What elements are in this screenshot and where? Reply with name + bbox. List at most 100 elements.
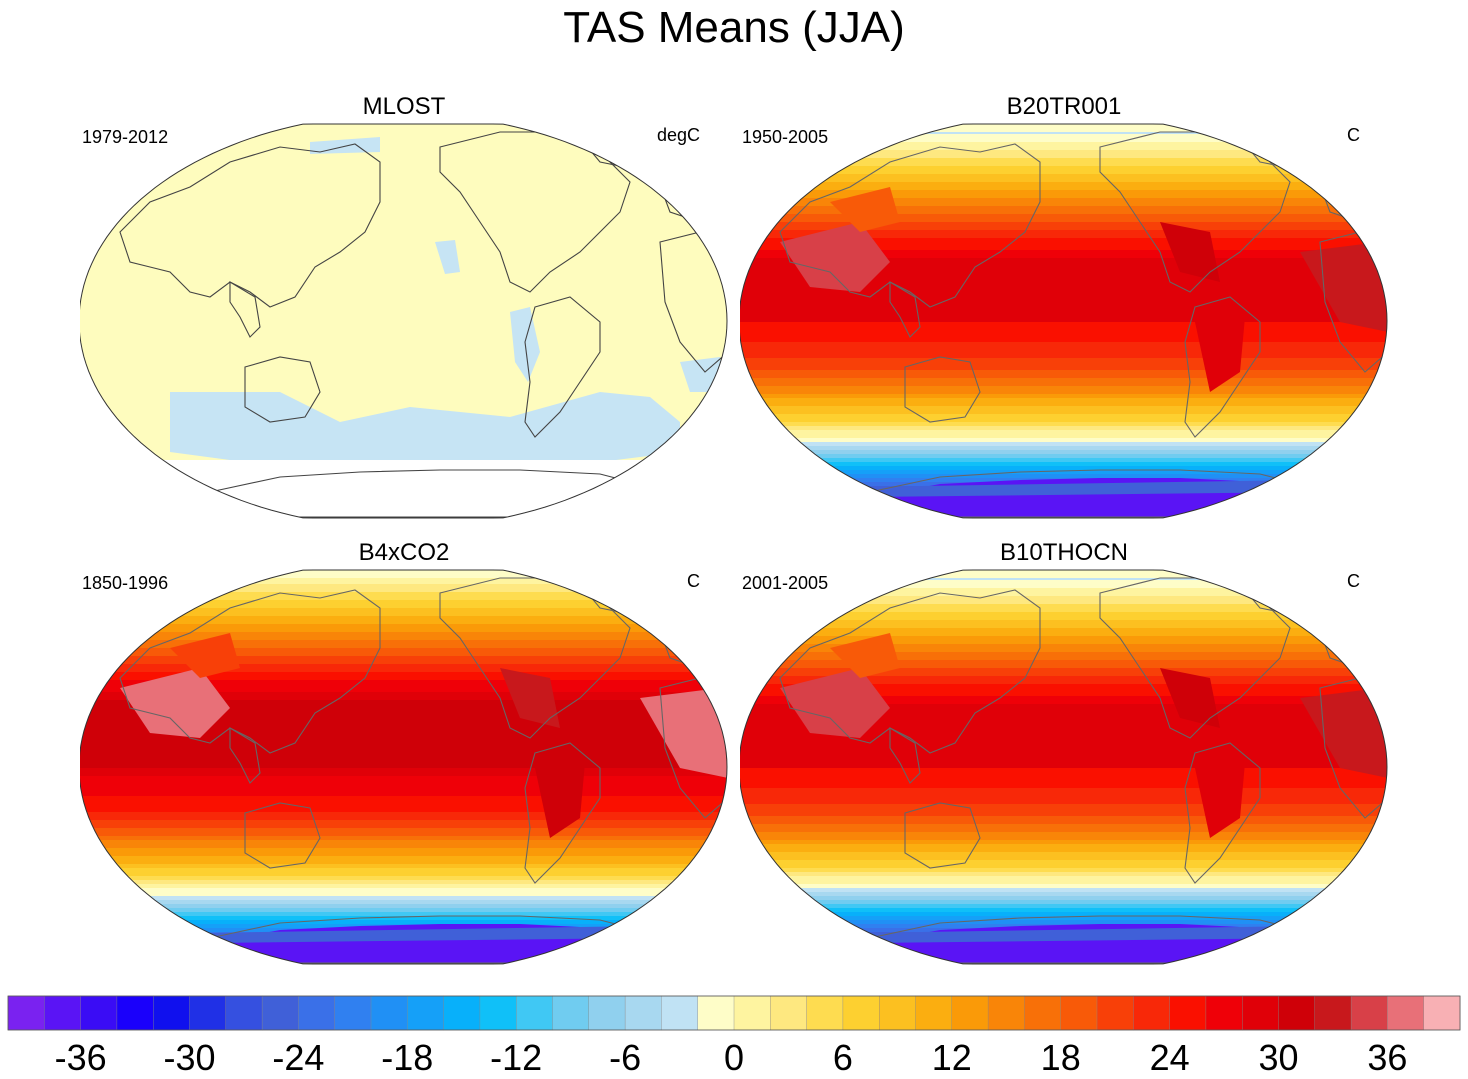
field-band — [740, 684, 1387, 689]
field-band — [740, 900, 1387, 905]
colorbar-swatch — [1169, 995, 1207, 1031]
field-band — [80, 860, 727, 865]
panel-title: MLOST — [362, 93, 446, 120]
colorbar-swatch — [479, 995, 517, 1031]
field-band — [740, 796, 1387, 801]
field-band — [80, 912, 727, 917]
field-band — [740, 640, 1387, 645]
field-band — [80, 816, 727, 821]
field-band — [740, 290, 1387, 295]
field-band — [740, 820, 1387, 825]
field-band — [80, 792, 727, 797]
field-band — [740, 760, 1387, 765]
field-band — [80, 772, 727, 777]
field-band — [740, 166, 1387, 171]
field-band — [740, 676, 1387, 681]
field-band — [740, 190, 1387, 195]
field-band — [80, 588, 727, 593]
field-band — [740, 800, 1387, 805]
field-band — [80, 696, 727, 701]
field-band — [80, 652, 727, 657]
field-band — [740, 518, 1400, 522]
field-band — [740, 274, 1387, 279]
field-band — [740, 406, 1387, 411]
field-band — [740, 398, 1387, 403]
field-band — [740, 370, 1387, 375]
field-band — [80, 916, 727, 921]
field-band — [740, 230, 1387, 235]
field-band — [740, 410, 1387, 415]
colorbar-tick-label: -6 — [609, 1037, 641, 1078]
field-band — [740, 788, 1387, 793]
colorbar-swatch — [624, 995, 662, 1031]
field-band — [740, 286, 1387, 291]
field-band — [740, 632, 1387, 637]
field-band — [740, 880, 1387, 885]
field-band — [740, 604, 1387, 609]
field-band — [740, 130, 1387, 135]
coastline — [889, 727, 921, 784]
field-band — [80, 684, 727, 689]
field-band — [740, 856, 1387, 861]
field-band — [740, 756, 1387, 761]
field-band — [80, 648, 727, 653]
field-band — [80, 908, 727, 913]
colorbar-tick-label: -18 — [381, 1037, 433, 1078]
field-band — [80, 624, 727, 629]
field-band — [740, 434, 1387, 439]
field-band — [740, 350, 1387, 355]
field-band — [740, 254, 1387, 259]
period-label: 1850-1996 — [82, 573, 169, 593]
field-band — [80, 608, 727, 613]
land-temp-patch — [780, 668, 890, 738]
field-band — [740, 688, 1387, 693]
field-band — [740, 222, 1387, 227]
field-band — [740, 576, 1387, 581]
field-band — [80, 664, 727, 669]
field-band — [740, 270, 1387, 275]
field-band — [740, 414, 1387, 419]
field-band — [80, 756, 727, 761]
field-band — [740, 462, 1387, 467]
field-band — [80, 672, 727, 677]
field-band — [80, 732, 727, 737]
field-band — [740, 422, 1387, 427]
field-band — [740, 302, 1387, 307]
map-b4xco2 — [80, 569, 740, 968]
colorbar-swatch — [1241, 995, 1279, 1031]
colorbar-swatch — [334, 995, 372, 1031]
field-band — [740, 338, 1387, 343]
field-band — [740, 334, 1387, 339]
field-band — [80, 660, 727, 665]
land-temp-patch — [500, 668, 560, 728]
field-band — [740, 704, 1387, 709]
field-band — [80, 808, 727, 813]
colorbar-swatch — [44, 995, 82, 1031]
field-band — [80, 616, 727, 621]
colorbar-swatch — [407, 995, 445, 1031]
field-band — [740, 600, 1387, 605]
field-band — [740, 732, 1387, 737]
field-band — [740, 454, 1387, 459]
land-temp-patch — [830, 187, 900, 232]
field-band — [740, 354, 1387, 359]
field-band — [80, 832, 727, 837]
field-band — [740, 366, 1387, 371]
field-band — [80, 620, 727, 625]
arctic-band — [740, 570, 1387, 578]
field-band — [80, 632, 727, 637]
land-temp-patch — [535, 763, 585, 838]
field-band — [740, 768, 1387, 773]
colorbar-swatch — [225, 995, 263, 1031]
colorbar-swatch — [152, 995, 190, 1031]
field-band — [740, 868, 1387, 873]
field-band — [740, 330, 1387, 335]
colorbar-frame — [7, 995, 1461, 1031]
field-band — [80, 856, 727, 861]
field-band — [740, 808, 1387, 813]
colorbar-swatch — [370, 995, 408, 1031]
field-band — [80, 576, 727, 581]
field-band — [80, 884, 727, 889]
field-band — [80, 964, 740, 968]
field-band — [80, 704, 727, 709]
